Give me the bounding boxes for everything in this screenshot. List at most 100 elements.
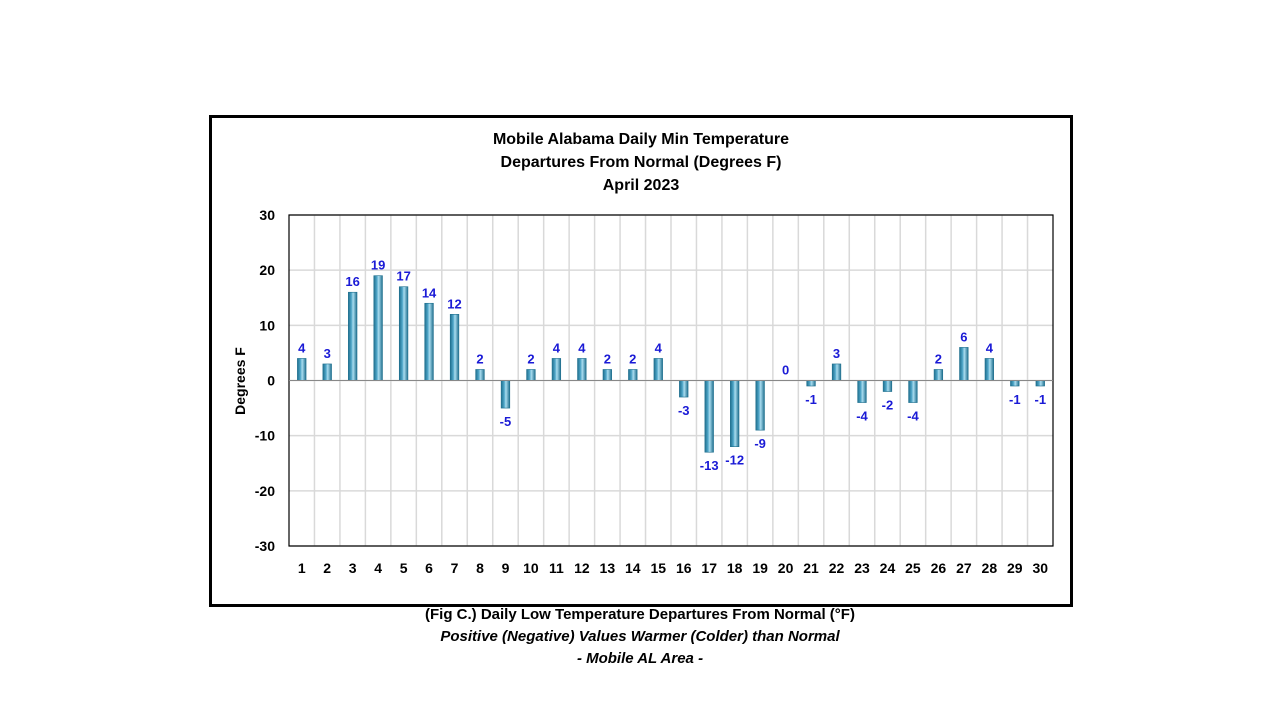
data-label-day-21: -1 <box>805 392 817 407</box>
data-label-day-28: 4 <box>986 340 994 355</box>
data-label-day-2: 3 <box>324 346 331 361</box>
x-tick-label: 3 <box>349 560 357 576</box>
x-tick-label: 2 <box>323 560 331 576</box>
x-tick-label: 24 <box>880 560 896 576</box>
data-label-day-19: -9 <box>754 436 766 451</box>
bar-day-29 <box>1010 380 1020 387</box>
bar-day-21 <box>806 380 816 387</box>
data-label-day-17: -13 <box>700 458 719 473</box>
x-tick-label: 17 <box>701 560 717 576</box>
data-label-day-9: -5 <box>500 414 512 429</box>
bar-day-11 <box>551 358 562 381</box>
data-label-day-20: 0 <box>782 363 789 378</box>
x-tick-label: 8 <box>476 560 484 576</box>
bar-day-26 <box>933 369 944 381</box>
x-tick-label: 13 <box>600 560 616 576</box>
data-label-day-25: -4 <box>907 409 919 424</box>
bar-day-2 <box>322 363 332 381</box>
x-tick-label: 27 <box>956 560 972 576</box>
bar-day-9 <box>500 380 511 409</box>
bar-day-25 <box>908 380 918 403</box>
y-tick-label: -30 <box>255 538 275 554</box>
data-label-day-16: -3 <box>678 403 690 418</box>
bar-day-10 <box>526 369 536 381</box>
data-label-day-12: 4 <box>578 340 586 355</box>
chart-title-line-3: April 2023 <box>602 177 680 194</box>
chart-title-line-1: Mobile Alabama Daily Min Temperature <box>492 131 790 148</box>
y-tick-label: 0 <box>267 373 275 389</box>
data-label-day-3: 16 <box>345 274 359 289</box>
data-label-day-13: 2 <box>604 351 611 366</box>
data-label-day-23: -4 <box>856 409 868 424</box>
chart-title-line-2: Departures From Normal (Degrees F) <box>500 154 782 171</box>
data-label-day-8: 2 <box>476 351 483 366</box>
data-label-day-11: 4 <box>553 340 561 355</box>
x-tick-label: 9 <box>502 560 510 576</box>
data-label-day-5: 17 <box>396 269 410 284</box>
bar-day-13 <box>602 369 612 381</box>
x-tick-label: 1 <box>298 560 306 576</box>
caption-line-1: (Fig C.) Daily Low Temperature Departure… <box>425 606 855 623</box>
x-tick-label: 21 <box>803 560 819 576</box>
y-tick-label: -20 <box>255 483 275 499</box>
data-label-day-22: 3 <box>833 346 840 361</box>
x-tick-label: 4 <box>374 560 382 576</box>
x-tick-label: 5 <box>400 560 408 576</box>
x-tick-label: 19 <box>752 560 768 576</box>
data-label-day-18: -12 <box>725 453 744 468</box>
bar-day-12 <box>577 358 587 381</box>
bar-day-14 <box>628 369 638 381</box>
bar-day-22 <box>831 363 842 381</box>
data-label-day-24: -2 <box>882 398 894 413</box>
data-label-day-10: 2 <box>527 351 534 366</box>
bar-series <box>297 275 1045 453</box>
x-tick-label: 18 <box>727 560 743 576</box>
y-tick-label: -10 <box>255 428 275 444</box>
x-tick-label: 25 <box>905 560 921 576</box>
x-tick-label: 28 <box>982 560 998 576</box>
x-tick-label: 12 <box>574 560 590 576</box>
data-label-day-14: 2 <box>629 351 636 366</box>
data-label-day-6: 14 <box>422 285 437 300</box>
data-label-day-4: 19 <box>371 258 385 273</box>
bar-day-8 <box>475 369 485 381</box>
caption-line-3: - Mobile AL Area - <box>576 650 704 667</box>
y-tick-label: 10 <box>259 317 275 333</box>
data-label-day-29: -1 <box>1009 392 1021 407</box>
bar-day-23 <box>857 380 867 403</box>
data-label-day-15: 4 <box>655 340 663 355</box>
x-tick-label: 14 <box>625 560 641 576</box>
bar-day-16 <box>679 380 689 398</box>
x-tick-label: 29 <box>1007 560 1023 576</box>
data-label-day-1: 4 <box>298 340 306 355</box>
y-axis-title: Degrees F <box>232 347 248 415</box>
bar-day-27 <box>959 347 969 381</box>
bar-day-3 <box>348 291 358 381</box>
data-label-day-30: -1 <box>1034 392 1046 407</box>
x-tick-label: 10 <box>523 560 539 576</box>
x-tick-label: 26 <box>931 560 947 576</box>
data-label-day-26: 2 <box>935 351 942 366</box>
bar-day-6 <box>424 302 434 381</box>
bar-day-5 <box>398 286 409 381</box>
x-tick-label: 23 <box>854 560 870 576</box>
x-tick-label: 11 <box>549 560 564 576</box>
bar-day-7 <box>449 314 460 381</box>
x-tick-label: 7 <box>451 560 459 576</box>
x-tick-label: 22 <box>829 560 845 576</box>
bar-day-19 <box>755 380 765 431</box>
bar-day-28 <box>984 358 994 381</box>
x-tick-label: 6 <box>425 560 433 576</box>
x-tick-label: 30 <box>1032 560 1048 576</box>
bar-day-17 <box>704 380 714 453</box>
y-tick-label: 30 <box>259 207 275 223</box>
bar-day-15 <box>653 358 663 381</box>
x-tick-label: 16 <box>676 560 692 576</box>
bar-day-1 <box>297 358 307 381</box>
y-tick-label: 20 <box>259 262 275 278</box>
bar-day-4 <box>373 275 383 381</box>
x-tick-label: 20 <box>778 560 794 576</box>
caption-line-2: Positive (Negative) Values Warmer (Colde… <box>440 628 840 645</box>
